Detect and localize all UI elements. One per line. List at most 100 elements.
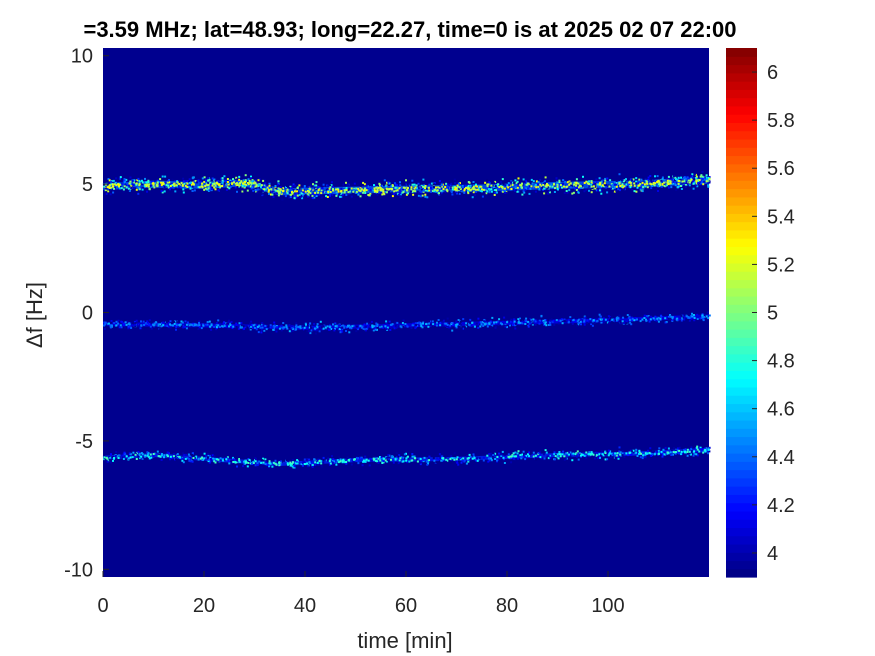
trace-speckle xyxy=(231,327,234,330)
trace-speckle xyxy=(582,454,585,456)
trace-speckle xyxy=(683,313,686,316)
trace-speckle xyxy=(192,324,195,327)
trace-speckle xyxy=(277,183,280,186)
trace-speckle xyxy=(600,454,602,457)
trace-speckle xyxy=(525,317,528,320)
trace-speckle xyxy=(562,450,565,453)
trace-speckle xyxy=(708,181,711,184)
trace-speckle xyxy=(467,185,470,187)
trace-speckle xyxy=(671,453,674,456)
trace-speckle xyxy=(556,183,559,186)
trace-speckle xyxy=(243,460,246,463)
trace-speckle xyxy=(408,183,411,186)
trace-speckle xyxy=(475,322,478,325)
trace-peak xyxy=(619,185,622,187)
trace-speckle xyxy=(686,182,689,185)
trace-speckle xyxy=(297,192,300,195)
trace-peak xyxy=(595,454,598,457)
trace-peak xyxy=(316,461,319,464)
trace-speckle xyxy=(677,447,679,450)
trace-speckle xyxy=(589,318,592,321)
trace-speckle xyxy=(424,193,427,196)
trace-speckle xyxy=(209,327,212,330)
trace-speckle xyxy=(402,460,405,463)
trace-speckle xyxy=(302,185,305,188)
trace-speckle xyxy=(158,183,161,185)
trace-speckle xyxy=(707,317,710,320)
trace-speckle xyxy=(469,324,472,327)
trace-speckle xyxy=(393,189,396,192)
trace-peak xyxy=(128,323,131,326)
trace-speckle xyxy=(534,320,537,323)
trace-speckle xyxy=(549,323,552,326)
trace-speckle xyxy=(374,328,377,331)
trace-speckle xyxy=(535,458,538,461)
trace-speckle xyxy=(189,460,192,463)
trace-speckle xyxy=(663,179,666,182)
trace-speckle xyxy=(585,188,588,191)
trace-speckle xyxy=(400,457,403,460)
trace-peak xyxy=(398,187,401,190)
trace-speckle xyxy=(663,180,666,183)
trace-peak xyxy=(380,188,383,191)
trace-speckle xyxy=(212,457,215,460)
trace-speckle xyxy=(542,450,545,453)
trace-peak xyxy=(455,189,458,192)
trace-speckle xyxy=(355,330,358,333)
trace-peak xyxy=(175,324,178,327)
trace-speckle xyxy=(680,188,683,190)
trace-speckle xyxy=(583,323,586,326)
trace-peak xyxy=(345,189,348,191)
trace-speckle xyxy=(135,183,138,186)
trace-peak xyxy=(476,188,479,191)
trace-speckle xyxy=(468,453,471,456)
trace-speckle xyxy=(160,190,163,193)
trace-peak xyxy=(337,461,340,464)
trace-peak xyxy=(317,189,320,192)
trace-speckle xyxy=(369,187,372,189)
trace-speckle xyxy=(640,178,643,181)
trace-speckle xyxy=(156,179,159,182)
trace-peak xyxy=(240,180,243,183)
trace-speckle xyxy=(203,188,206,191)
trace-speckle xyxy=(247,459,249,462)
x-tick-label: 20 xyxy=(193,595,215,617)
trace-peak xyxy=(279,189,282,192)
trace-speckle xyxy=(106,460,109,463)
trace-speckle xyxy=(630,450,633,453)
trace-speckle xyxy=(528,322,531,325)
trace-speckle xyxy=(507,318,510,321)
trace-speckle xyxy=(121,456,124,459)
trace-peak xyxy=(583,182,586,184)
trace-speckle xyxy=(291,465,294,468)
colorbar-band xyxy=(726,89,757,99)
trace-speckle xyxy=(602,317,605,320)
trace-speckle xyxy=(175,326,178,328)
trace-speckle xyxy=(140,181,143,184)
trace-speckle xyxy=(399,457,402,460)
trace-peak xyxy=(592,185,595,188)
trace-peak xyxy=(343,326,346,329)
trace-speckle xyxy=(583,454,586,457)
trace-speckle xyxy=(614,183,617,186)
trace-speckle xyxy=(663,184,666,187)
trace-peak xyxy=(214,184,217,187)
trace-speckle xyxy=(260,459,263,462)
trace-speckle xyxy=(341,328,344,331)
trace-speckle xyxy=(315,188,318,191)
trace-peak xyxy=(263,188,266,191)
trace-speckle xyxy=(137,325,140,328)
trace-speckle xyxy=(456,184,459,187)
trace-speckle xyxy=(436,321,438,324)
trace-speckle xyxy=(134,322,137,325)
trace-peak xyxy=(329,191,332,193)
trace-peak xyxy=(628,181,631,184)
trace-speckle xyxy=(514,179,517,182)
trace-speckle xyxy=(376,323,379,326)
trace-speckle xyxy=(593,182,596,185)
trace-speckle xyxy=(565,452,568,455)
trace-speckle xyxy=(429,189,432,191)
trace-peak xyxy=(556,185,559,188)
trace-speckle xyxy=(690,451,693,454)
trace-speckle xyxy=(453,457,456,459)
